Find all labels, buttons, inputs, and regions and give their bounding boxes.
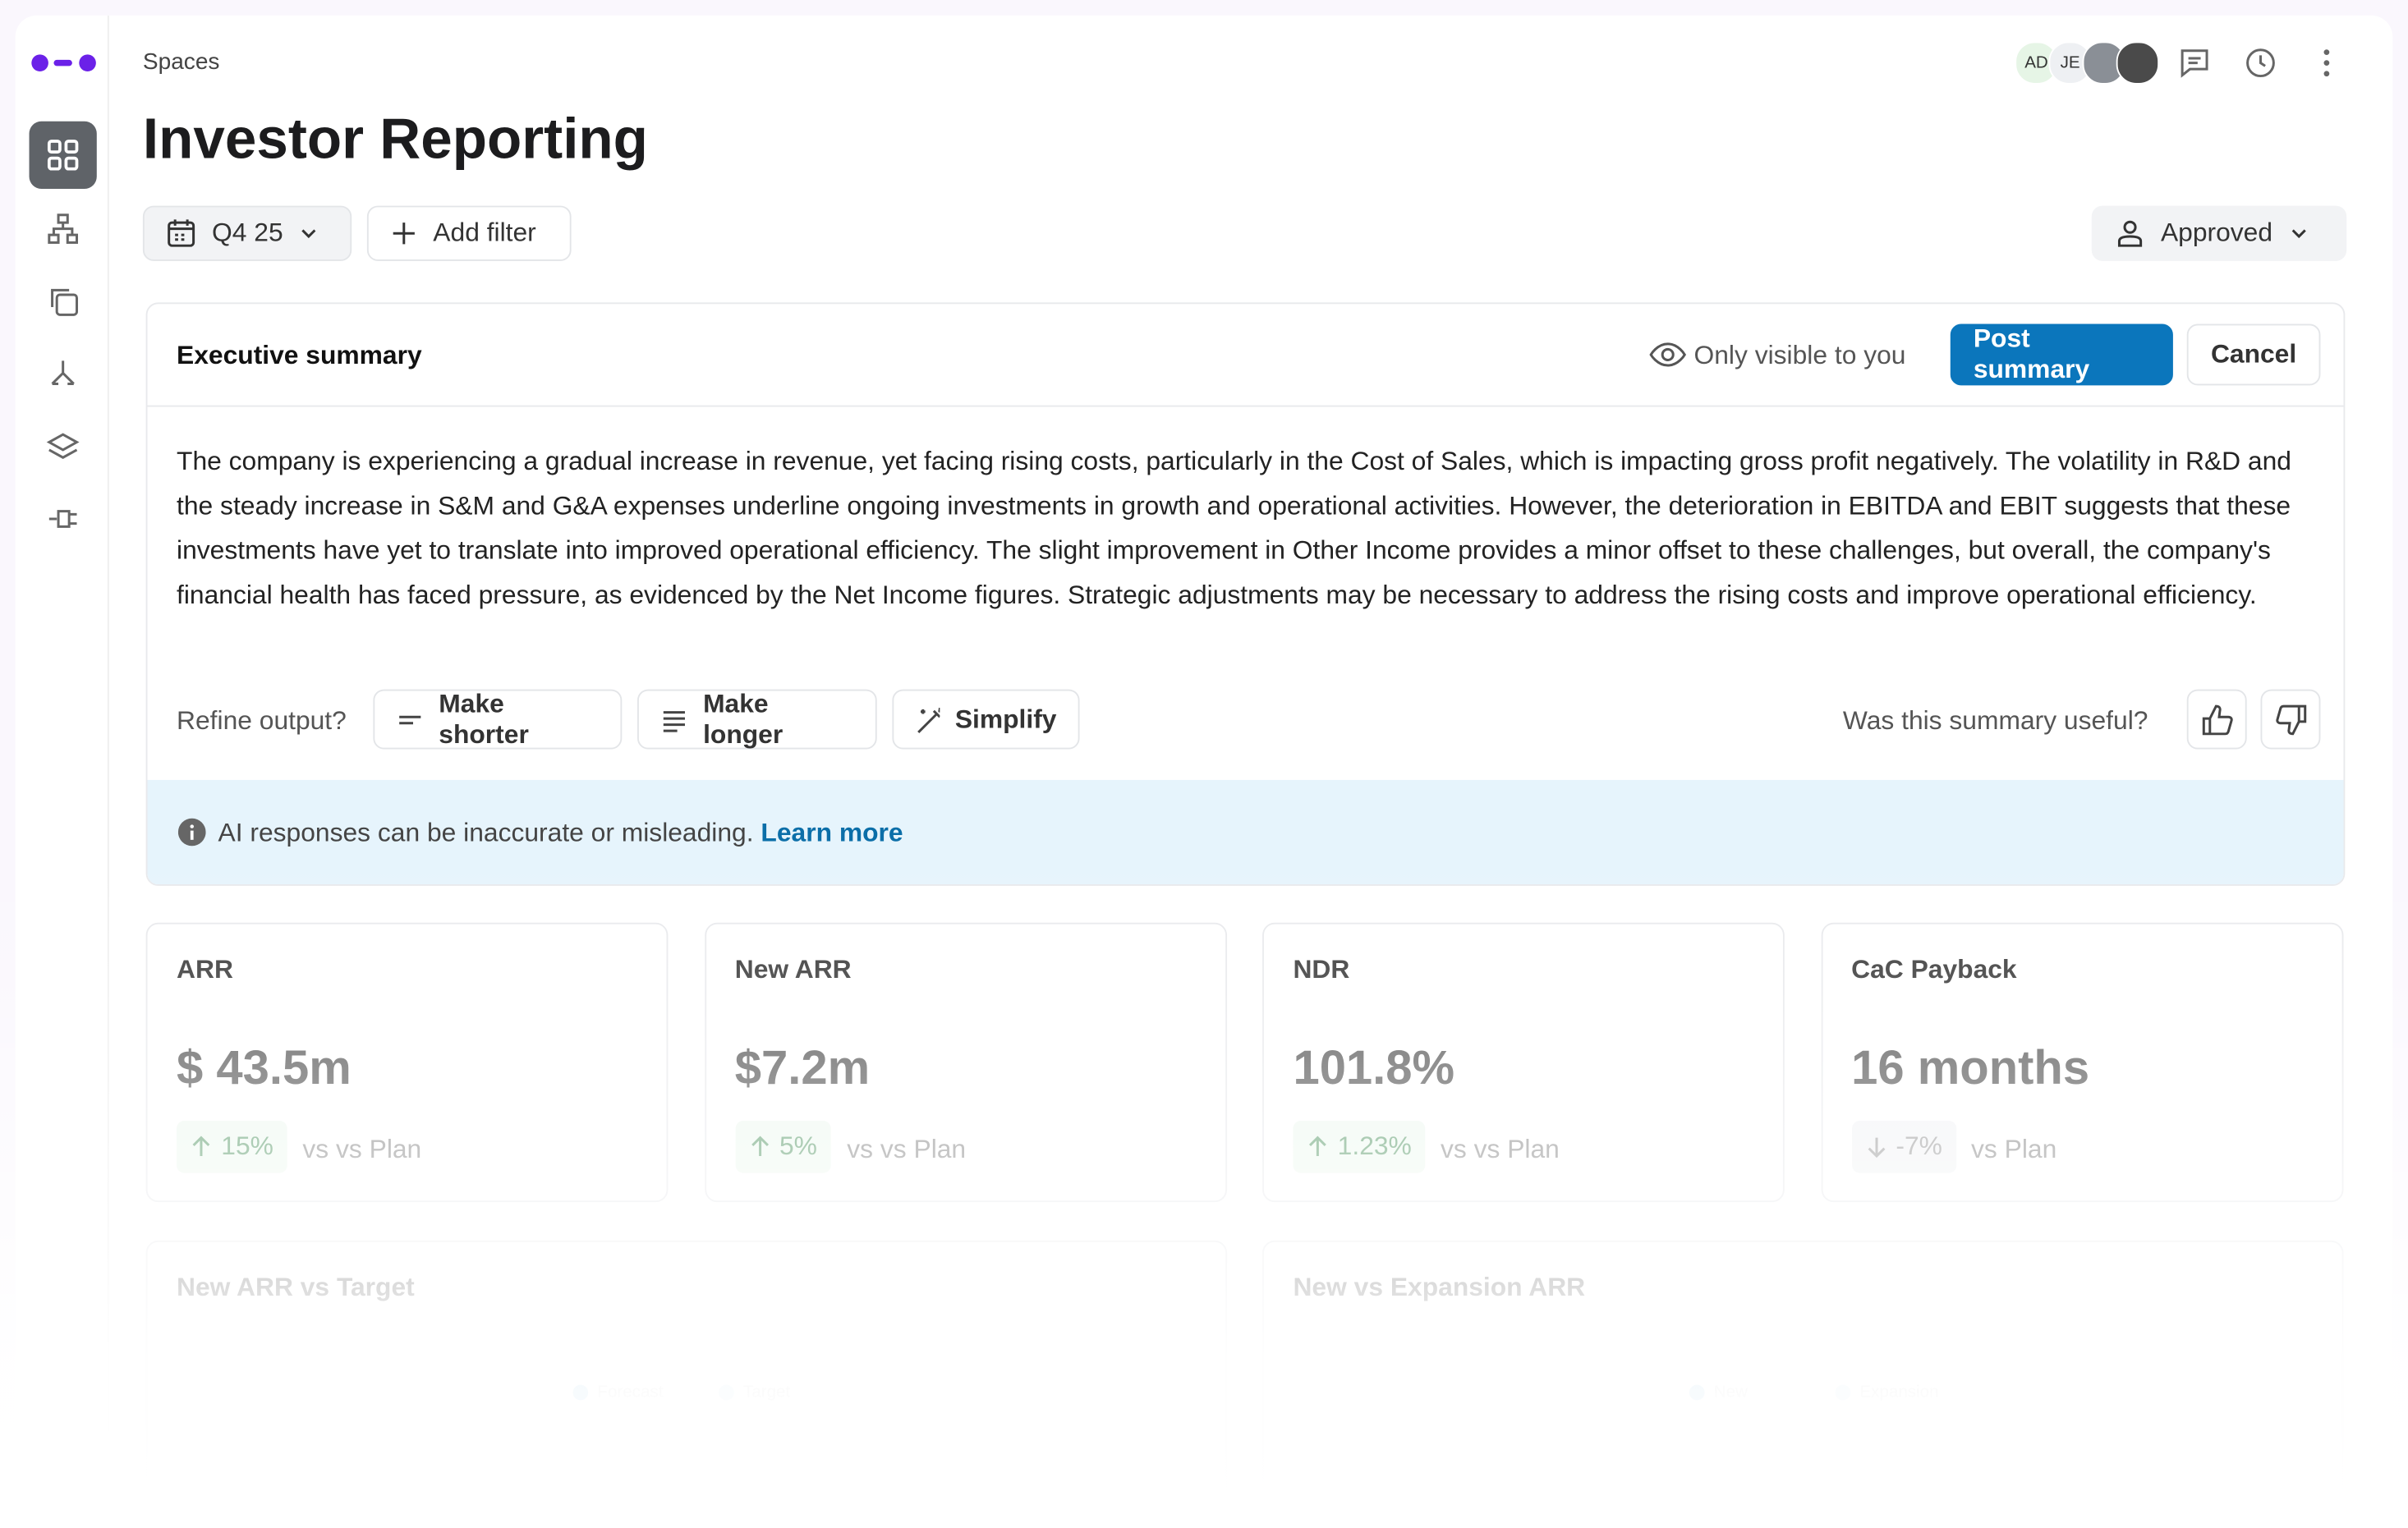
kpi-label: New ARR bbox=[734, 955, 852, 984]
eye-icon bbox=[1649, 342, 1687, 367]
nav-plugin[interactable] bbox=[30, 485, 97, 553]
kpi-value: $7.2m bbox=[734, 1040, 871, 1095]
notice-banner: AI responses can be inaccurate or mislea… bbox=[147, 779, 2344, 885]
chart-card: New ARR vs Target Forecast Target bbox=[145, 1240, 1228, 1528]
refine-label: Simplify bbox=[954, 704, 1057, 733]
status-label: Approved bbox=[2160, 218, 2273, 248]
nav-layers[interactable] bbox=[30, 413, 97, 480]
legend-item: Expansion bbox=[1835, 1383, 1939, 1402]
page-title: Investor Reporting bbox=[142, 107, 648, 171]
kpi-label: CaC Payback bbox=[1851, 955, 2017, 984]
kpi-value: 101.8% bbox=[1293, 1040, 1455, 1095]
kpi-change: -7% bbox=[1851, 1121, 1956, 1173]
more-icon[interactable] bbox=[2319, 46, 2335, 80]
kpi-change-value: -7% bbox=[1896, 1131, 1942, 1161]
cancel-button[interactable]: Cancel bbox=[2186, 323, 2321, 386]
breadcrumb[interactable]: Spaces bbox=[142, 48, 220, 76]
refine-label: Refine output? bbox=[177, 706, 347, 736]
status-select[interactable]: Approved bbox=[2091, 205, 2347, 261]
add-filter-label: Add filter bbox=[433, 218, 536, 248]
summary-text: The company is experiencing a gradual in… bbox=[177, 447, 2291, 610]
kpi-value: $ 43.5m bbox=[177, 1040, 352, 1095]
info-icon bbox=[177, 818, 206, 847]
summary-title: Executive summary bbox=[177, 341, 422, 370]
period-select[interactable]: Q4 25 bbox=[142, 205, 352, 261]
kpi-change-value: 5% bbox=[779, 1131, 817, 1161]
kpi-card: CaC Payback 16 months -7% vs Plan bbox=[1820, 922, 2343, 1203]
kpi-label: ARR bbox=[177, 955, 233, 984]
kpi-label: NDR bbox=[1293, 955, 1350, 984]
post-summary-button[interactable]: Post summary bbox=[1950, 323, 2173, 386]
kpi-comparison: vs Plan bbox=[1971, 1134, 2057, 1164]
comments-icon[interactable] bbox=[2178, 46, 2212, 80]
nav-network[interactable] bbox=[30, 339, 97, 406]
legend-item: New bbox=[1689, 1383, 1748, 1402]
legend-label: New bbox=[1713, 1383, 1748, 1402]
legend-label: Expansion bbox=[1859, 1383, 1939, 1402]
refine-button[interactable]: Make shorter bbox=[373, 688, 623, 750]
kpi-value: 16 months bbox=[1851, 1040, 2090, 1095]
sidebar bbox=[16, 15, 109, 1528]
avatars: AD JE bbox=[2015, 41, 2160, 85]
nav-hierarchy[interactable] bbox=[30, 195, 97, 262]
period-label: Q4 25 bbox=[212, 218, 283, 248]
kpi-change: 15% bbox=[177, 1121, 287, 1173]
legend-item: Forecast bbox=[572, 1383, 663, 1402]
kpi-card: ARR $ 43.5m 15% vs vs Plan bbox=[145, 922, 669, 1203]
kpi-comparison: vs vs Plan bbox=[1440, 1134, 1560, 1164]
learn-more-link[interactable]: Learn more bbox=[761, 818, 903, 848]
kpi-card: New ARR $7.2m 5% vs vs Plan bbox=[704, 922, 1227, 1203]
visibility-note: Only visible to you bbox=[1693, 341, 1906, 370]
kpi-change-value: 15% bbox=[221, 1131, 273, 1161]
logo bbox=[31, 54, 96, 71]
notice-text: AI responses can be inaccurate or mislea… bbox=[218, 818, 754, 848]
kpi-change: 5% bbox=[734, 1121, 831, 1173]
avatar-photo bbox=[2116, 41, 2160, 85]
kpi-change-value: 1.23% bbox=[1337, 1131, 1412, 1161]
summary-card: Executive summary Only visible to you Po… bbox=[145, 302, 2346, 886]
feedback-label: Was this summary useful? bbox=[1842, 706, 2148, 736]
kpi-comparison: vs vs Plan bbox=[847, 1134, 967, 1164]
history-icon[interactable] bbox=[2244, 46, 2277, 80]
thumbs-down-button[interactable] bbox=[2260, 689, 2321, 750]
chart-card: New vs Expansion ARR New Expansion bbox=[1262, 1240, 2344, 1528]
kpi-comparison: vs vs Plan bbox=[302, 1134, 422, 1164]
nav-dashboard[interactable] bbox=[29, 121, 97, 189]
legend-item: Target bbox=[719, 1383, 790, 1402]
legend-label: Target bbox=[743, 1383, 791, 1402]
app-window: Spaces Investor Reporting AD JE Q4 25 Add… bbox=[15, 15, 2393, 1528]
refine-button[interactable]: Simplify bbox=[892, 689, 1080, 750]
chart-title: New vs Expansion ARR bbox=[1293, 1273, 1586, 1302]
add-filter-button[interactable]: Add filter bbox=[366, 205, 572, 261]
kpi-change: 1.23% bbox=[1293, 1121, 1426, 1173]
refine-label: Make longer bbox=[703, 688, 784, 749]
thumbs-up-button[interactable] bbox=[2186, 689, 2247, 750]
nav-copy[interactable] bbox=[30, 267, 97, 334]
kpi-card: NDR 101.8% 1.23% vs vs Plan bbox=[1262, 922, 1785, 1203]
refine-label: Make shorter bbox=[439, 688, 529, 749]
legend-label: Forecast bbox=[597, 1383, 664, 1402]
refine-button[interactable]: Make longer bbox=[637, 688, 877, 750]
chart-title: New ARR vs Target bbox=[177, 1273, 415, 1302]
